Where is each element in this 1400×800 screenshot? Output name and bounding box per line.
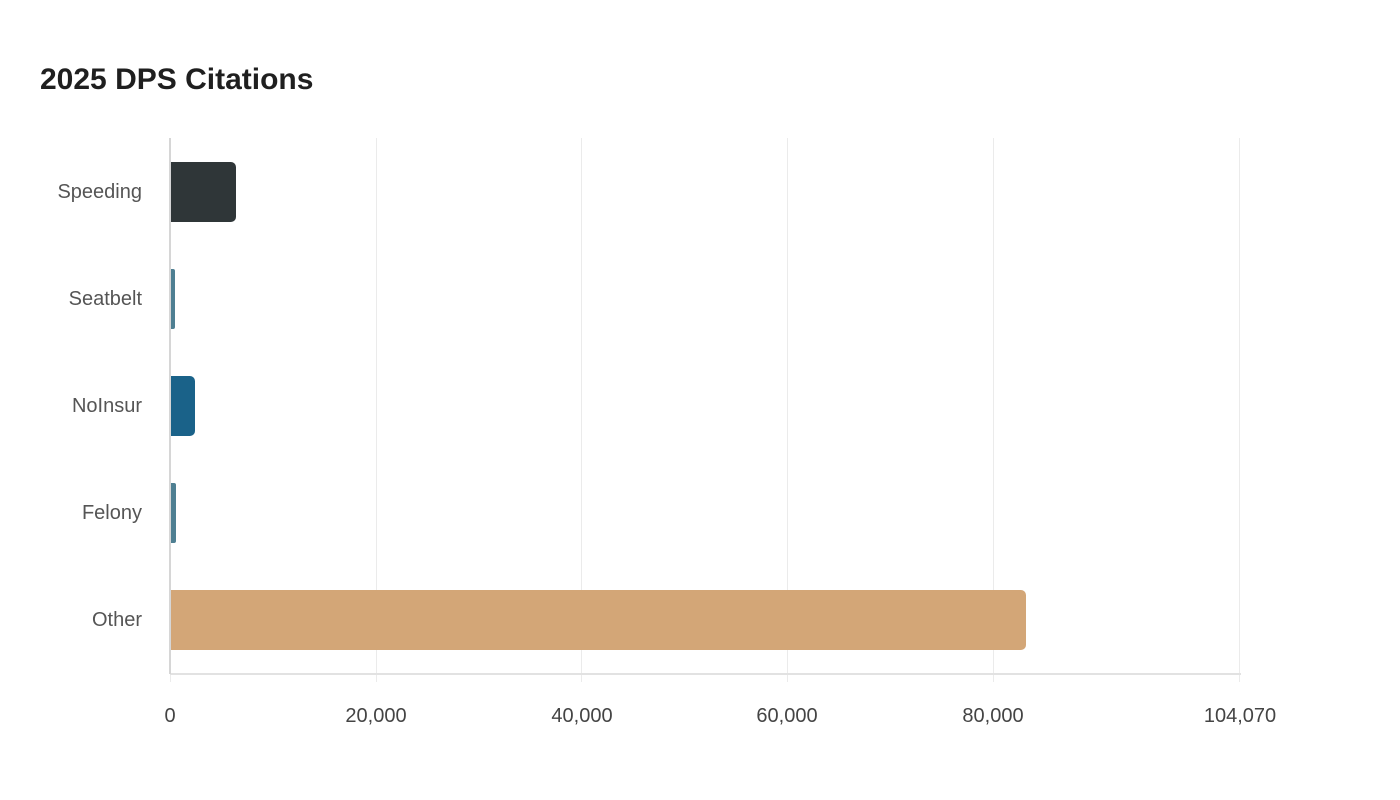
gridline <box>376 138 377 674</box>
bar-value-label: 6,420 <box>236 180 244 204</box>
x-tick <box>1239 674 1240 682</box>
bar-value-label: 83,250 <box>1026 608 1034 632</box>
x-tick <box>170 674 171 682</box>
bar-speeding[interactable]: 6,420 <box>171 162 244 222</box>
y-label-felony: Felony <box>81 502 142 524</box>
y-label-speeding: Speeding <box>57 181 142 203</box>
gridline <box>1239 138 1240 674</box>
y-label-other: Other <box>91 609 142 631</box>
y-label-noinsur: NoInsur <box>71 395 142 417</box>
bar-value-label: 580 <box>176 502 184 524</box>
gridline <box>787 138 788 674</box>
y-label-seatbelt: Seatbelt <box>68 288 142 310</box>
x-tick-label: 20,000 <box>345 705 407 727</box>
x-tick <box>787 674 788 682</box>
bar-value-label: 490 <box>175 288 183 310</box>
x-tick-label: 60,000 <box>756 705 818 727</box>
bar-noinsur[interactable]: 2,430 <box>171 376 203 436</box>
bar-seatbelt[interactable]: 490 <box>171 269 183 329</box>
x-axis-line <box>170 673 1241 675</box>
gridline <box>993 138 994 674</box>
x-tick-label: 80,000 <box>962 705 1024 727</box>
bar-value-label: 2,430 <box>195 394 203 418</box>
x-tick-label: 0 <box>164 705 176 727</box>
chart-title: 2025 DPS Citations <box>40 63 314 96</box>
y-axis-line <box>169 138 171 674</box>
x-tick <box>376 674 377 682</box>
x-tick <box>581 674 582 682</box>
bar-other[interactable]: 83,250 <box>171 590 1034 650</box>
x-tick-label: 40,000 <box>551 705 613 727</box>
x-tick-label: 104,070 <box>1203 705 1277 727</box>
x-tick <box>993 674 994 682</box>
gridline <box>581 138 582 674</box>
bar-felony[interactable]: 580 <box>171 483 184 543</box>
